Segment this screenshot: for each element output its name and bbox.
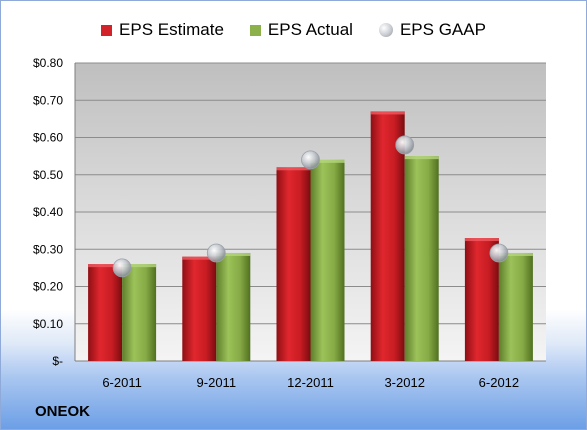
y-tick-label-3: $0.30 [33, 242, 63, 256]
gaap-marker-1 [206, 243, 226, 263]
y-tick-label-1: $0.10 [33, 317, 63, 331]
bar-actual-0 [122, 264, 157, 361]
legend-label-estimate: EPS Estimate [119, 20, 224, 39]
x-tick-label-1: 9-2011 [197, 375, 237, 390]
y-tick-label-2: $0.20 [33, 280, 63, 294]
y-tick-label-0: $- [52, 354, 63, 368]
bar-cap-estimate-2 [276, 167, 311, 171]
bar-cap-actual-1 [216, 252, 251, 256]
bar-estimate-3 [370, 111, 405, 361]
y-tick-label-4: $0.40 [33, 205, 63, 219]
y-tick-label-8: $0.80 [33, 56, 63, 70]
gaap-marker-4 [489, 243, 509, 263]
bar-actual-4 [498, 252, 533, 361]
y-tick-label-7: $0.70 [33, 93, 63, 107]
bar-cap-estimate-0 [88, 264, 123, 268]
legend-item-gaap: EPS GAAP [378, 20, 486, 40]
bar-estimate-2 [276, 167, 311, 361]
bar-actual-1 [216, 252, 251, 361]
gaap-marker-2 [301, 150, 320, 170]
company-name: ONEOK [35, 403, 91, 420]
bar-cap-actual-4 [498, 252, 533, 256]
x-tick-label-0: 6-2011 [102, 375, 142, 390]
y-tick-label-6: $0.60 [33, 131, 63, 145]
bar-cap-estimate-4 [464, 238, 499, 242]
legend-label-gaap: EPS GAAP [399, 20, 486, 39]
chart-legend: EPS Estimate EPS Actual EPS GAAP [1, 15, 586, 45]
bar-cap-actual-3 [404, 156, 439, 160]
bar-cap-actual-2 [310, 159, 345, 163]
bar-cap-estimate-3 [370, 111, 405, 115]
legend-swatch-actual [249, 24, 261, 36]
gaap-marker-0 [112, 258, 132, 278]
legend-label-actual: EPS Actual [267, 20, 353, 39]
bar-actual-2 [310, 159, 345, 361]
bar-estimate-1 [182, 256, 217, 361]
x-tick-label-3: 3-2012 [384, 375, 424, 390]
legend-swatch-gaap [378, 23, 393, 37]
bar-actual-3 [404, 156, 439, 361]
legend-swatch-estimate [101, 24, 113, 36]
legend-item-estimate: EPS Estimate [101, 20, 224, 40]
gaap-marker-3 [395, 135, 415, 155]
bar-cap-estimate-1 [182, 256, 217, 260]
bar-estimate-0 [88, 264, 123, 361]
legend-item-actual: EPS Actual [249, 20, 353, 40]
x-tick-label-4: 6-2012 [479, 375, 519, 390]
x-tick-label-2: 12-2011 [287, 375, 334, 390]
bar-cap-actual-0 [122, 264, 157, 268]
y-tick-label-5: $0.50 [33, 168, 63, 182]
